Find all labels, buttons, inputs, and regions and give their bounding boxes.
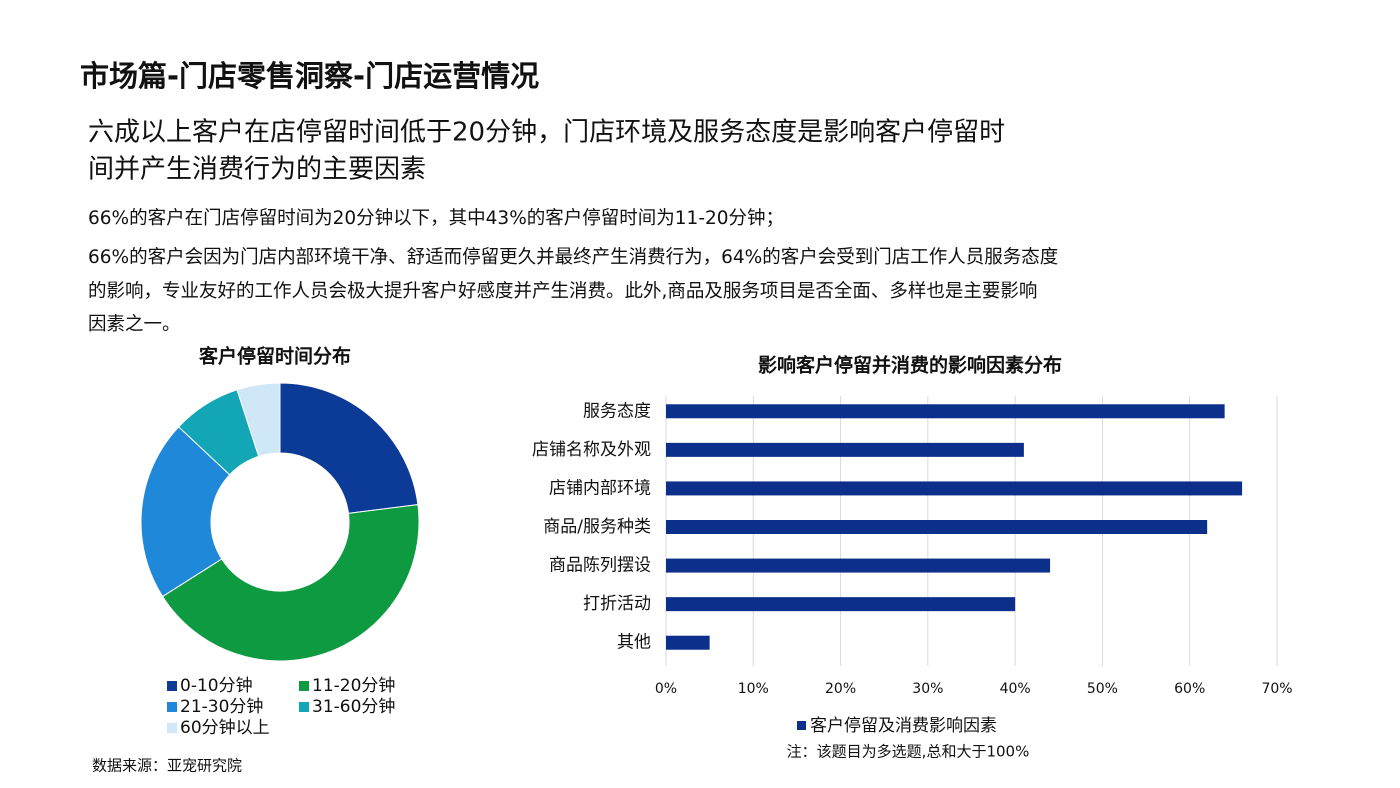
x-tick-label: 0% [655,681,677,697]
legend-label: 31-60分钟 [312,697,395,717]
y-tick-label: 服务态度 [583,401,651,421]
x-tick-label: 20% [825,681,856,697]
legend-label: 0-10分钟 [180,676,253,696]
bar [666,635,710,650]
legend-swatch [167,723,177,733]
body-text: 66%的客户在门店停留时间为20分钟以下，其中43%的客户停留时间为11-20分… [88,208,784,229]
bar [666,481,1243,496]
y-tick-label: 商品/服务种类 [543,517,651,537]
bar [666,558,1051,573]
x-tick-label: 60% [1174,681,1205,697]
legend-swatch [299,702,309,712]
bar [666,404,1225,419]
y-tick-label: 店铺内部环境 [549,478,651,498]
legend-swatch [167,702,177,712]
donut-slice [140,426,231,598]
donut-slice [236,382,281,458]
subtitle: 间并产生消费行为的主要因素 [88,155,426,185]
legend-label: 11-20分钟 [312,676,395,696]
legend-swatch [299,681,309,691]
chart-title: 客户停留时间分布 [199,345,351,368]
legend-label: 客户停留及消费影响因素 [810,716,997,736]
body-text: 因素之一。 [88,314,181,335]
body-text: 66%的客户会因为门店内部环境干净、舒适而停留更久并最终产生消费行为，64%的客… [88,247,1058,268]
y-tick-label: 其他 [617,633,651,653]
bar [666,597,1016,612]
x-tick-label: 30% [912,681,943,697]
x-tick-label: 70% [1261,681,1292,697]
legend-swatch [797,721,806,730]
note: 注：该题目为多选题,总和大于100% [787,743,1030,761]
x-tick-label: 10% [738,681,769,697]
legend-label: 60分钟以上 [180,718,270,738]
donut-slice [279,382,419,514]
y-tick-label: 店铺名称及外观 [532,440,651,460]
y-tick-label: 商品陈列摆设 [549,556,651,576]
x-tick-label: 50% [1087,681,1118,697]
legend-label: 21-30分钟 [180,697,263,717]
bar [666,520,1208,534]
donut-slice [161,504,420,662]
subtitle: 六成以上客户在店停留时间低于20分钟，门店环境及服务态度是影响客户停留时 [88,118,1005,148]
title: 市场篇-门店零售洞察-门店运营情况 [80,59,539,93]
source: 数据来源：亚宠研究院 [92,757,242,775]
y-tick-label: 打折活动 [583,594,651,614]
body-text: 的影响，专业友好的工作人员会极大提升客户好感度并产生消费。此外,商品及服务项目是… [88,281,1037,302]
legend-swatch [167,681,177,691]
chart-title: 影响客户停留并消费的影响因素分布 [758,354,1062,377]
bar [666,442,1024,457]
x-tick-label: 40% [1000,681,1031,697]
